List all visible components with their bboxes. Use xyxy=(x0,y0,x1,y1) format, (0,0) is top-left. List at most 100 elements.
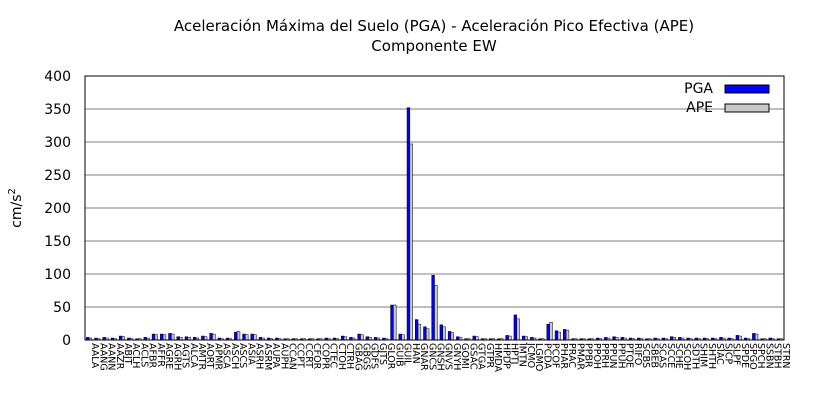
y-tick-label: 350 xyxy=(44,102,71,118)
bar-pga xyxy=(423,326,427,341)
x-tick-label: HPTJ xyxy=(509,343,520,364)
chart-subtitle: Componente EW xyxy=(371,37,497,55)
x-tick-label: AMTR xyxy=(196,343,207,370)
x-tick-label: SCBS xyxy=(640,343,651,368)
bar-ape xyxy=(245,334,249,341)
y-tick-label: 100 xyxy=(44,267,71,283)
bar-ape xyxy=(162,334,167,341)
y-tick-label: 0 xyxy=(62,333,71,349)
bar-ape xyxy=(557,331,561,341)
chart-title: Aceleración Máxima del Suelo (PGA) - Ace… xyxy=(174,17,694,35)
x-tick-label: GNSH xyxy=(435,343,446,371)
y-axis-label-text: cm/s xyxy=(9,195,25,228)
x-tick-label: SCOH xyxy=(681,343,692,370)
x-tick-label: PMAR xyxy=(574,343,585,370)
x-tick-label: GLOR xyxy=(385,343,396,370)
y-axis-label-sup: 2 xyxy=(7,188,18,194)
x-tick-label: GNVS xyxy=(443,343,454,370)
x-tick-label: ACLS xyxy=(138,343,149,367)
bar-ape xyxy=(409,143,413,341)
x-tick-label: CTRH xyxy=(344,343,355,369)
x-tick-label: AALA xyxy=(89,343,100,369)
bar-ape xyxy=(549,321,553,341)
x-tick-label: SPCH xyxy=(755,343,766,369)
x-tick-label: SHTH xyxy=(706,343,717,369)
legend: PGA APE xyxy=(684,81,770,116)
bar-pga xyxy=(390,304,394,341)
x-tick-label: ABJT xyxy=(122,343,133,365)
x-tick-label: ASCH xyxy=(229,343,240,369)
x-tick-label: HPDP xyxy=(500,343,511,369)
x-tick-label: HMDA xyxy=(492,343,503,372)
bar-ape xyxy=(171,333,175,341)
x-tick-label: PPBR xyxy=(583,343,594,368)
x-tick-label: AFFR xyxy=(155,343,166,367)
x-tick-label: CTEC xyxy=(328,343,339,368)
legend-swatch-pga xyxy=(724,84,770,94)
x-tick-label: SCAS xyxy=(657,343,668,368)
x-tick-label: SPDE xyxy=(739,343,750,368)
bar-pga xyxy=(546,323,550,341)
y-tick-label: 200 xyxy=(44,201,71,217)
x-tick-label: AANG xyxy=(97,343,108,371)
y-tick-label: 150 xyxy=(44,234,71,250)
x-tick-label: APMR xyxy=(212,343,223,370)
bars xyxy=(86,107,783,341)
bar-ape xyxy=(360,334,364,341)
x-tick-label: SBEB xyxy=(648,343,659,368)
bar-pga xyxy=(415,319,419,341)
x-tick-label: HAN xyxy=(410,343,421,364)
bar-pga xyxy=(563,329,567,341)
bar-pga xyxy=(513,314,517,341)
x-tick-label: SLPF xyxy=(731,343,742,366)
bar-pga xyxy=(118,335,123,341)
y-tick-label: 400 xyxy=(44,69,71,85)
x-tick-label: JCMO xyxy=(525,342,536,368)
x-tick-label: SSBN xyxy=(763,343,774,369)
x-tick-label: GUIB xyxy=(393,343,404,367)
x-tick-label: PRAC xyxy=(566,343,577,368)
bar-pga xyxy=(752,333,756,341)
x-tick-label: CFOR xyxy=(311,343,322,370)
plot-frame xyxy=(84,75,785,341)
x-tick-label: SIAC xyxy=(714,343,725,365)
x-tick-label: SCCE xyxy=(665,343,676,368)
x-tick-label: STBH xyxy=(772,343,783,369)
x-tick-label: CCRT xyxy=(303,343,314,368)
x-tick-label: ACLH xyxy=(130,343,141,368)
bar-ape xyxy=(426,328,430,341)
x-tick-label: GBAG xyxy=(352,343,363,371)
x-tick-label: ASCA xyxy=(221,343,232,369)
x-tick-label: AFBR xyxy=(147,343,158,368)
x-tick-label: COPR xyxy=(319,343,330,370)
x-tick-label: CCAN xyxy=(286,343,297,370)
bar-ape xyxy=(253,334,257,341)
bar-pga xyxy=(735,335,740,341)
legend-swatch-ape xyxy=(724,103,770,113)
x-tick-label: GJTS xyxy=(377,343,388,365)
x-tick-label: PTQE xyxy=(624,343,635,368)
bar-pga xyxy=(521,335,526,341)
y-tick-labels: 0 50 100 150 200 250 300 350 400 xyxy=(44,69,71,349)
bar-ape xyxy=(434,284,438,341)
bar-ape xyxy=(401,334,405,341)
x-tick-label: GBGS xyxy=(360,343,371,370)
bar-pga xyxy=(201,335,205,341)
bar-pga xyxy=(472,335,476,341)
x-tick-label: PPRH xyxy=(599,343,610,368)
svg-text:cm/s2: cm/s2 xyxy=(7,188,25,228)
x-tick-label: AANN xyxy=(106,343,117,370)
x-tick-label: AUPH xyxy=(278,343,289,369)
bar-ape xyxy=(236,331,241,341)
x-tick-label: CCPT xyxy=(295,343,306,368)
x-tick-label: GTPR xyxy=(484,343,495,369)
x-tick-label: PPUH xyxy=(615,343,626,369)
bar-pga xyxy=(160,333,164,341)
x-tick-label: ASIA xyxy=(245,343,256,365)
x-tick-label: PHAR xyxy=(558,343,569,369)
x-tick-label: SJCP xyxy=(722,343,733,364)
bar-pga xyxy=(242,333,246,341)
grid xyxy=(85,108,784,308)
bar-pga xyxy=(431,275,435,341)
